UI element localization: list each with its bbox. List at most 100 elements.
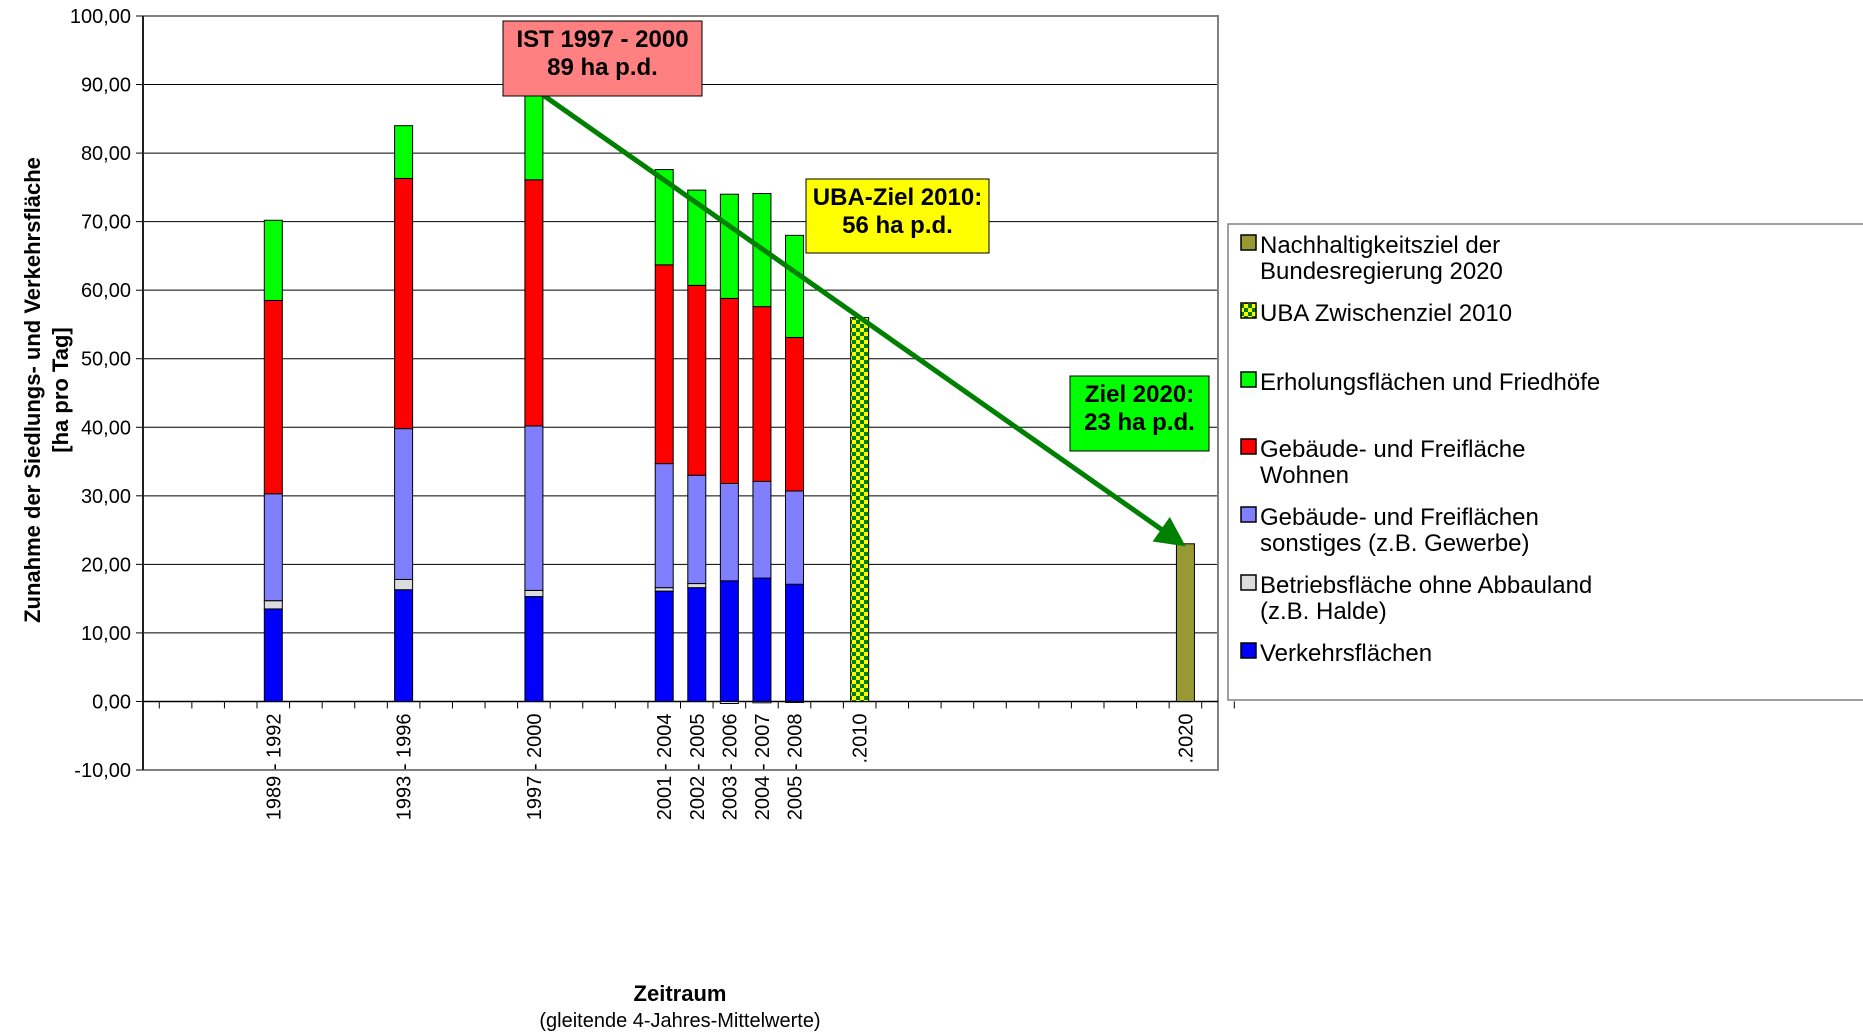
- bar-segment: [654, 169, 674, 266]
- legend-label: Gebäude- und Freiflächen: [1260, 504, 1539, 531]
- x-tick-label: .2010: [850, 713, 872, 763]
- legend-label: UBA Zwischenziel 2010: [1260, 300, 1512, 327]
- y-tick-label: 0,00: [92, 691, 131, 713]
- bar-segment: [785, 234, 805, 338]
- x-tick-label: 1993 - 1996: [394, 713, 416, 820]
- plot-area: 100,00 90,00 80,00 70,00 60,00 50,00 40,00 30,0…: [20, 6, 1235, 1032]
- x-tick-label: 2002 - 2005: [687, 713, 709, 820]
- bar-segment: [719, 482, 739, 582]
- y-axis-title-unit: [ha pro Tag]: [48, 327, 73, 452]
- legend-label: Bundesregierung 2020: [1260, 258, 1503, 285]
- legend-swatch: [1240, 642, 1257, 659]
- y-tick-label: 70,00: [81, 212, 131, 234]
- trend-arrow: [536, 89, 1186, 547]
- bar-segment: [394, 125, 414, 179]
- annotation-text: Ziel 2020:: [1085, 381, 1194, 408]
- legend-label: sonstiges (z.B. Gewerbe): [1260, 530, 1529, 557]
- bar-segment: [263, 600, 283, 610]
- bar-segment: [394, 428, 414, 580]
- annotation-text: UBA-Ziel 2010:: [813, 184, 982, 211]
- y-tick-label: 100,00: [70, 6, 131, 28]
- legend-label: Nachhaltigkeitsziel der: [1260, 232, 1500, 259]
- x-tick-label: 2005 - 2008: [785, 713, 807, 820]
- y-tick-label: 90,00: [81, 75, 131, 97]
- bar-segment: [687, 474, 707, 585]
- annotation-box: [502, 20, 703, 97]
- y-tick-label: 20,00: [81, 554, 131, 576]
- y-tick-label: 80,00: [81, 143, 131, 165]
- bar-segment: [719, 193, 739, 299]
- bar-segment: [719, 700, 739, 705]
- bar-segment: [752, 480, 772, 579]
- annotation-text: 56 ha p.d.: [842, 212, 953, 239]
- annotation-box: [1069, 375, 1210, 452]
- legend-swatch: [1240, 302, 1257, 319]
- bar-segment: [752, 700, 772, 704]
- legend-label: Verkehrsflächen: [1260, 640, 1432, 667]
- y-tick-label: 10,00: [81, 623, 131, 645]
- bar-segment: [524, 589, 544, 598]
- legend-label: Gebäude- und Freifläche: [1260, 436, 1526, 463]
- bar-segment: [394, 578, 414, 591]
- bar-segment: [687, 284, 707, 476]
- y-tick-label: -10,00: [74, 760, 131, 782]
- plot-background: [143, 16, 1218, 770]
- y-tick-label: 30,00: [81, 486, 131, 508]
- legend-swatch: [1240, 234, 1257, 251]
- bar-segment: [263, 299, 283, 495]
- bar-segment: [719, 297, 739, 484]
- y-tick-label: 40,00: [81, 417, 131, 439]
- bar-segment: [263, 493, 283, 602]
- bar-segment: [263, 608, 283, 702]
- legend-label: (z.B. Halde): [1260, 598, 1387, 625]
- x-tick-label: 1997 - 2000: [524, 713, 546, 820]
- annotation-text: IST 1997 - 2000: [516, 26, 688, 53]
- bar-segment: [524, 425, 544, 591]
- y-tick-label: 50,00: [81, 349, 131, 371]
- legend-box: [1227, 223, 1863, 701]
- bar-segment: [654, 590, 674, 702]
- x-axis-subtitle: (gleitende 4-Jahres-Mittelwerte): [539, 1010, 820, 1032]
- bar-segment: [785, 490, 805, 585]
- legend-label: Wohnen: [1260, 462, 1349, 489]
- bar-segment: [394, 589, 414, 702]
- bar-segment: [524, 596, 544, 702]
- y-tick-label: 60,00: [81, 280, 131, 302]
- annotation-box: [805, 178, 990, 254]
- bar-segment: [752, 577, 772, 702]
- bar-segment: [687, 583, 707, 589]
- legend-label: Erholungsflächen und Friedhöfe: [1260, 369, 1600, 396]
- bar-segment: [687, 587, 707, 702]
- bar-segment: [785, 700, 805, 703]
- bar-segment: [752, 306, 772, 482]
- bar-segment: [687, 189, 707, 286]
- x-tick-label: 2003 - 2006: [719, 713, 741, 820]
- x-tick-label: 2001 - 2004: [654, 713, 676, 820]
- bar-segment: [263, 219, 283, 301]
- bar-segment: [785, 583, 805, 702]
- bar-segment: [524, 90, 544, 181]
- x-tick-label: 1989 - 1992: [263, 713, 285, 820]
- x-tick-label: .2020: [1175, 713, 1197, 763]
- legend-swatch: [1240, 371, 1257, 388]
- bar-segment: [850, 317, 870, 702]
- bar-segment: [1175, 543, 1195, 702]
- bar-segment: [785, 336, 805, 492]
- legend-swatch: [1240, 506, 1257, 523]
- annotation-text: 23 ha p.d.: [1084, 409, 1195, 436]
- bar-segment: [719, 580, 739, 702]
- bar-segment: [394, 177, 414, 430]
- x-axis-title: Zeitraum: [634, 981, 727, 1006]
- x-tick-label: 2004 - 2007: [752, 713, 774, 820]
- annotation-text: 89 ha p.d.: [547, 54, 658, 81]
- y-axis-title: Zunahme der Siedlungs- und Verkehrsfläch…: [20, 157, 45, 623]
- legend-label: Betriebsfläche ohne Abbauland: [1260, 572, 1592, 599]
- legend-swatch: [1240, 438, 1257, 455]
- bar-segment: [524, 179, 544, 427]
- legend-swatch: [1240, 574, 1257, 591]
- bar-segment: [654, 463, 674, 589]
- bar-segment: [654, 264, 674, 465]
